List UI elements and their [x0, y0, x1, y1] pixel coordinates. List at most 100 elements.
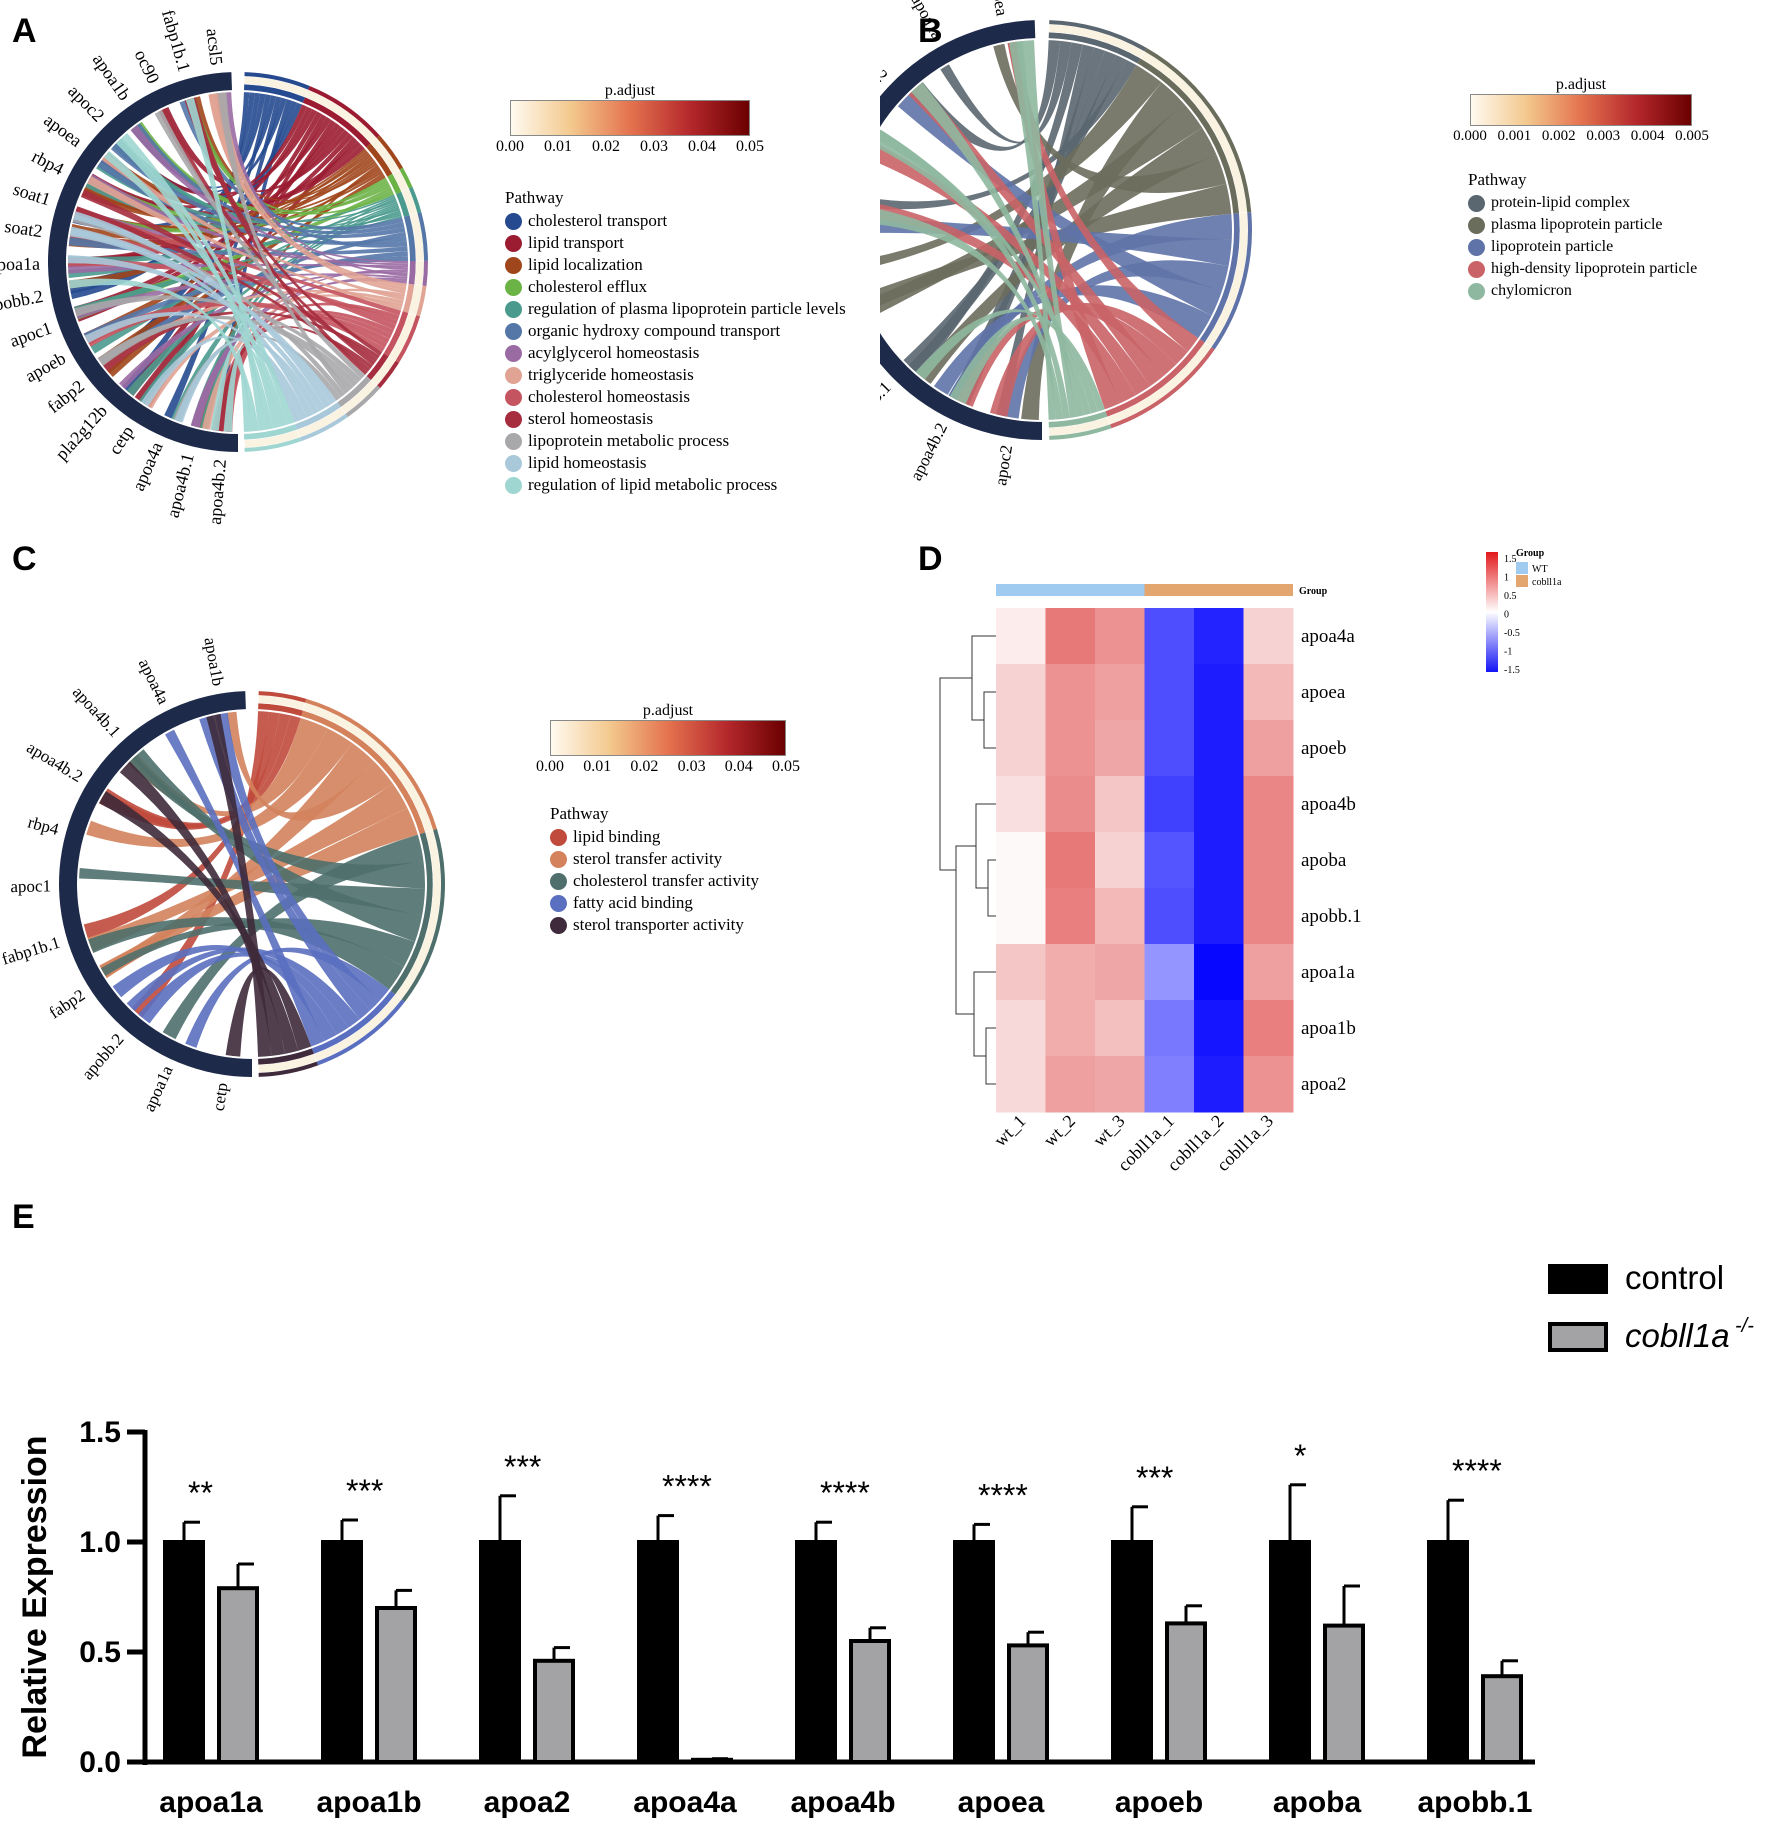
legend-label: regulation of lipid metabolic process [528, 475, 778, 494]
gene-label: fabp2 [46, 985, 89, 1022]
group-annotation-cell [1095, 584, 1145, 596]
pathway-outer-arc [316, 999, 405, 1066]
x-tick-label: apoa1b [316, 1786, 421, 1819]
group-annotation-cell [1194, 584, 1244, 596]
legend-item-A: triglyceride homeostasis [505, 364, 846, 386]
legend-item-A: cholesterol transport [505, 210, 846, 232]
heatmap-cell [1095, 1056, 1145, 1113]
legend-title-b: Pathway [1468, 170, 1527, 189]
heatmap-cell [1144, 1000, 1195, 1057]
gene-label: acsl5 [203, 27, 227, 66]
pathway-outer-arc [258, 1061, 319, 1077]
gene-label: rbp4 [29, 146, 67, 179]
legend-item-A: lipid transport [505, 232, 846, 254]
gene-label: apoa1b [89, 50, 135, 104]
legend-swatch-icon [550, 872, 567, 890]
gene-label: apoa4b.2 [906, 420, 951, 484]
group-legend-label: cobll1a [1532, 577, 1562, 588]
pathway-arc [258, 703, 304, 717]
heatmap-cell [1194, 1056, 1244, 1113]
pathway-outer-arc [299, 413, 348, 442]
gene-label: apoc2 [991, 444, 1016, 487]
heatmap-cell [1045, 1056, 1096, 1113]
gene-label: cetp [209, 1081, 232, 1112]
legend-label: organic hydroxy compound transport [528, 321, 781, 340]
significance-label: **** [662, 1469, 712, 1505]
pathway-arc [244, 84, 306, 103]
legend-label: plasma lipoprotein particle [1491, 216, 1663, 233]
dendrogram-branch [983, 691, 996, 749]
gene-label: apobb.2 [880, 35, 892, 86]
chord-ribbon [880, 183, 1232, 306]
legend-label: triglyceride homeostasis [528, 365, 694, 384]
gene-label: apoa4a [135, 656, 174, 708]
heatmap-cell [1095, 1000, 1145, 1057]
panel-letter-e: E [12, 1198, 35, 1236]
legend-item-C: cholesterol transfer activity [550, 870, 759, 892]
legend-label: lipoprotein particle [1491, 238, 1614, 255]
heatmap-cell [1144, 944, 1195, 1001]
padjust-tick: 0.004 [1630, 128, 1665, 144]
chord-ribbon [100, 144, 365, 209]
chord-ribbon [897, 93, 1222, 316]
legend-label: sterol transporter activity [573, 915, 744, 934]
heatmap-cell [1144, 1056, 1195, 1113]
legend-item-A: sterol homeostasis [505, 408, 846, 430]
y-axis-label: Relative Expression [16, 1435, 54, 1758]
chord-ribbon [74, 295, 362, 383]
heatmap-row-label: apoa1a [1301, 962, 1355, 983]
chord-ribbons [79, 711, 426, 1057]
bar-mutant [1165, 1621, 1207, 1764]
gene-label: apoa1a [139, 1062, 176, 1114]
legend-swatch-icon [505, 256, 522, 274]
padjust-tick: 0.02 [592, 138, 620, 155]
legend-item-A: regulation of plasma lipoprotein particl… [505, 298, 846, 320]
chord-ribbon [88, 917, 404, 990]
significance-label: *** [346, 1473, 383, 1509]
group-legend-title: Group [1516, 548, 1545, 559]
gene-label: rbp4 [26, 812, 62, 839]
chord-ribbon [214, 712, 381, 1011]
group-annotation-cell [1243, 584, 1293, 596]
heatmap-cell [1045, 944, 1096, 1001]
chord-ribbon [88, 104, 308, 209]
y-tick-label: 0.0 [79, 1746, 121, 1779]
heatmap-cell [1045, 664, 1096, 721]
gene-label: apobb.2 [0, 286, 45, 316]
heatmap-cell [1144, 776, 1195, 833]
heatmap-col-label: wt_1 [990, 1111, 1030, 1151]
heatmap-cell [1095, 664, 1145, 721]
chord-ribbon [126, 947, 360, 1028]
legend-item-B: chylomicron [1468, 280, 1697, 302]
pathway-arc [302, 97, 371, 148]
heatmap-color-scale [1486, 552, 1498, 672]
pathway-arc [395, 191, 410, 217]
gene-label: soat1 [11, 179, 53, 210]
heatmap-scale-tick: 0.5 [1504, 591, 1517, 602]
bar-mutant [375, 1606, 417, 1764]
pathway-outer-arc [244, 437, 302, 452]
padjust-tick: 0.002 [1541, 128, 1576, 144]
pathway-arc [387, 173, 402, 194]
legend-swatch-icon [505, 366, 522, 384]
padjust-tick: 0.03 [677, 758, 706, 775]
chord-ribbon [130, 125, 409, 264]
heatmap-cell [1194, 944, 1244, 1001]
padjust-tick: 0.02 [630, 758, 659, 775]
legend-item-B: plasma lipoprotein particle [1468, 214, 1697, 236]
gene-label: apoc1 [7, 318, 54, 351]
pathway-arc [1105, 339, 1205, 417]
padjust-gradient-c [550, 720, 786, 756]
legend-swatch-icon [550, 894, 567, 912]
padjust-tick: 0.00 [536, 758, 564, 775]
padjust-ticks-b: 0.000 0.001 0.002 0.003 0.004 0.005 [1453, 126, 1709, 148]
dendrogram-branch [985, 1027, 996, 1085]
pathway-legend-b: Pathway protein-lipid complex plasma lipo… [1468, 170, 1697, 302]
pathway-outer-arc [345, 385, 381, 417]
heatmap-d: Group apoa4a apoea apoeb apoa4b apoba apobb.1 a… [939, 548, 1562, 1175]
chord-ribbon [107, 173, 385, 378]
chord-diagram-b: apoc2apoa4b.2apoa4b.1apoa4acetpapoebapoc… [880, 0, 1252, 487]
heatmap-scale-tick: -1.5 [1504, 665, 1520, 676]
pathway-arc [258, 1048, 314, 1065]
pathway-arc [366, 143, 393, 177]
